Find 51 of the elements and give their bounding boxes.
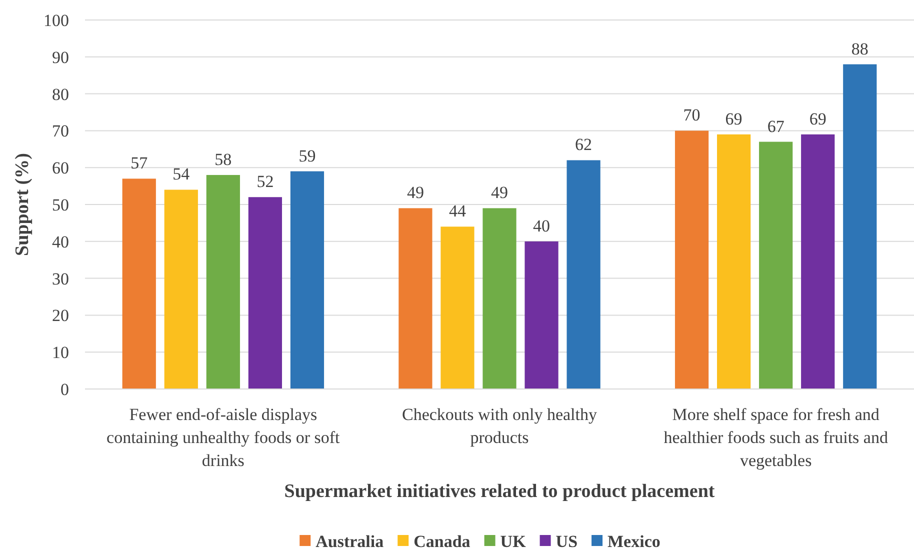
data-label: 62 bbox=[575, 135, 592, 154]
data-label: 49 bbox=[491, 183, 508, 202]
y-tick-label: 70 bbox=[52, 122, 69, 141]
legend-label: US bbox=[556, 532, 578, 551]
bar bbox=[440, 226, 474, 389]
bar bbox=[164, 190, 198, 389]
bar bbox=[398, 208, 432, 389]
data-label: 69 bbox=[809, 109, 826, 128]
y-tick-label: 0 bbox=[60, 380, 69, 399]
data-label: 88 bbox=[851, 39, 868, 58]
bar bbox=[843, 64, 877, 389]
bar bbox=[122, 178, 156, 389]
legend-label: Mexico bbox=[608, 532, 660, 551]
data-label: 58 bbox=[214, 150, 232, 169]
legend-label: Canada bbox=[414, 532, 471, 551]
legend-label: UK bbox=[500, 532, 527, 551]
data-label: 67 bbox=[767, 116, 785, 136]
data-label: 57 bbox=[130, 154, 148, 173]
legend-label: Australia bbox=[316, 532, 384, 551]
y-tick-label: 90 bbox=[52, 48, 69, 67]
data-label: 69 bbox=[725, 109, 742, 128]
y-tick-label: 10 bbox=[52, 343, 69, 362]
data-label: 70 bbox=[683, 106, 700, 125]
y-tick-label: 40 bbox=[52, 232, 69, 252]
bar bbox=[716, 134, 751, 389]
data-label: 44 bbox=[448, 202, 466, 221]
bar bbox=[566, 160, 600, 389]
x-tick-label: More shelf space for fresh and healthier foods such as fruits and vegetables bbox=[664, 405, 888, 470]
y-tick-label: 20 bbox=[52, 306, 69, 326]
bar bbox=[801, 134, 835, 389]
y-tick-label: 100 bbox=[44, 11, 69, 30]
y-tick-label: 50 bbox=[52, 196, 69, 214]
bar bbox=[674, 130, 709, 389]
x-axis-title: Supermarket initiatives related to product placement bbox=[284, 481, 716, 502]
y-axis-title: Support (%) bbox=[12, 153, 33, 256]
bar bbox=[248, 197, 282, 389]
bar bbox=[206, 174, 240, 389]
data-label: 54 bbox=[172, 164, 190, 184]
bar bbox=[524, 241, 558, 389]
bar bbox=[482, 208, 516, 389]
bar bbox=[290, 171, 324, 389]
data-label: 40 bbox=[533, 216, 550, 236]
data-label: 52 bbox=[256, 172, 274, 192]
y-tick-label: 30 bbox=[52, 269, 69, 288]
y-tick-label: 80 bbox=[52, 84, 69, 104]
x-tick-label: Fewer end-of-aisle displays containing unhealthy foods or soft drinks bbox=[106, 405, 340, 470]
data-label: 59 bbox=[298, 146, 316, 166]
y-tick-label: 60 bbox=[52, 158, 69, 178]
x-tick-label: Checkouts with only healthy products bbox=[402, 405, 598, 447]
bar bbox=[759, 142, 793, 389]
data-label: 49 bbox=[406, 183, 424, 202]
